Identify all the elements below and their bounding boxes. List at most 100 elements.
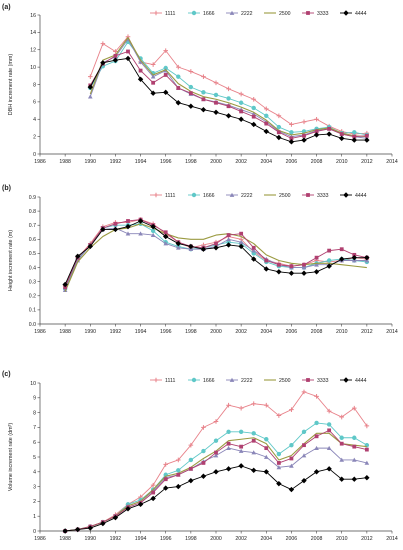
data-point bbox=[251, 105, 256, 111]
data-point bbox=[201, 74, 206, 79]
data-point bbox=[163, 89, 169, 96]
data-point bbox=[289, 264, 294, 269]
y-tick-label: 0 bbox=[33, 529, 36, 535]
legend-label: 4444 bbox=[355, 193, 367, 199]
data-point bbox=[225, 113, 232, 119]
x-tick-label: 2014 bbox=[386, 329, 398, 335]
legend-label: 2500 bbox=[279, 11, 291, 17]
data-point bbox=[176, 86, 181, 90]
data-point bbox=[213, 109, 219, 115]
legend-label: 2222 bbox=[241, 193, 253, 199]
data-point bbox=[226, 86, 231, 92]
data-point bbox=[302, 133, 306, 138]
data-point bbox=[339, 457, 345, 462]
y-tick-label: 0.9 bbox=[29, 195, 36, 201]
legend-label: 2500 bbox=[279, 193, 291, 199]
legend-marker bbox=[153, 10, 159, 16]
data-point bbox=[351, 476, 357, 482]
legend: 1111 1666 2222 2500 3333 4444 bbox=[150, 192, 367, 199]
data-point bbox=[125, 231, 131, 236]
data-point bbox=[87, 94, 93, 99]
legend-marker bbox=[229, 10, 235, 15]
data-point bbox=[226, 402, 231, 408]
data-point bbox=[314, 420, 319, 426]
chart-panel-1: (a) 0 2 4 6 8 10 12 14 16 1986 1988 1990 1992 1994 1996… bbox=[2, 4, 398, 165]
data-point bbox=[251, 245, 256, 250]
legend-marker bbox=[306, 11, 310, 15]
data-point bbox=[326, 422, 332, 427]
data-point bbox=[301, 477, 307, 484]
data-point bbox=[289, 136, 294, 141]
x-tick-label: 1996 bbox=[160, 159, 172, 165]
chart-panel-3: (c) 0 1 2 3 4 5 6 7 8 9 10 1986 1988 1990 1992 1994 1996 1… bbox=[2, 371, 398, 542]
data-point bbox=[100, 520, 106, 527]
data-point bbox=[214, 450, 218, 455]
legend: 1111 1666 2222 2500 3333 4444 bbox=[150, 377, 367, 384]
legend-label: 4444 bbox=[355, 378, 367, 384]
data-point bbox=[352, 435, 357, 440]
data-point bbox=[276, 465, 282, 470]
data-point bbox=[326, 263, 332, 269]
data-point bbox=[138, 231, 143, 236]
x-tick-label: 2006 bbox=[286, 536, 298, 542]
data-point bbox=[226, 96, 231, 101]
data-point bbox=[289, 407, 294, 412]
data-point bbox=[314, 445, 319, 450]
y-tick-label: 0.4 bbox=[29, 265, 36, 271]
data-point bbox=[351, 457, 357, 462]
x-tick-label: 1994 bbox=[135, 329, 147, 335]
y-tick-label: 0.1 bbox=[29, 308, 36, 314]
data-point bbox=[289, 130, 294, 135]
data-point bbox=[201, 461, 206, 465]
data-point bbox=[113, 49, 118, 54]
data-point bbox=[125, 223, 131, 230]
data-point bbox=[87, 525, 93, 531]
legend-label: 1111 bbox=[165, 378, 175, 384]
series-1111 bbox=[62, 389, 370, 534]
data-point bbox=[276, 269, 282, 275]
data-point bbox=[188, 91, 193, 96]
data-point bbox=[113, 53, 118, 58]
data-point bbox=[364, 460, 370, 465]
data-point bbox=[126, 49, 130, 54]
data-point bbox=[137, 76, 144, 82]
data-point bbox=[276, 461, 281, 465]
data-point bbox=[264, 437, 269, 442]
data-point bbox=[251, 96, 257, 102]
data-point bbox=[239, 231, 244, 236]
x-tick-label: 1996 bbox=[160, 536, 172, 542]
y-axis-title: DBH increment rate (mm) bbox=[8, 54, 14, 116]
series-2500 bbox=[89, 37, 367, 138]
data-point bbox=[251, 114, 256, 119]
data-point bbox=[263, 128, 269, 135]
y-tick-label: 14 bbox=[30, 30, 36, 36]
data-point bbox=[188, 243, 194, 250]
data-point bbox=[364, 133, 369, 138]
data-point bbox=[314, 129, 319, 134]
series-3333 bbox=[88, 49, 369, 141]
data-point bbox=[163, 73, 168, 77]
data-point bbox=[276, 130, 281, 135]
data-point bbox=[126, 219, 130, 223]
x-tick-label: 1992 bbox=[110, 159, 122, 165]
data-point bbox=[276, 134, 282, 141]
x-tick-label: 1992 bbox=[110, 329, 122, 335]
data-point bbox=[352, 252, 357, 257]
data-point bbox=[226, 445, 231, 450]
series-1666 bbox=[62, 221, 370, 291]
x-tick-label: 1986 bbox=[34, 536, 46, 542]
data-point bbox=[289, 463, 294, 468]
data-point bbox=[364, 254, 370, 261]
y-tick-label: 6 bbox=[33, 440, 36, 446]
data-point bbox=[175, 100, 181, 106]
data-point bbox=[327, 428, 332, 433]
legend-label: 4444 bbox=[355, 11, 367, 17]
data-point bbox=[339, 135, 345, 142]
series-4444 bbox=[62, 218, 370, 288]
y-tick-label: 0.5 bbox=[29, 251, 36, 257]
data-point bbox=[176, 468, 181, 473]
data-point bbox=[313, 269, 320, 275]
y-tick-label: 0.3 bbox=[29, 279, 36, 285]
legend-marker bbox=[191, 377, 197, 383]
legend-marker bbox=[343, 192, 349, 198]
